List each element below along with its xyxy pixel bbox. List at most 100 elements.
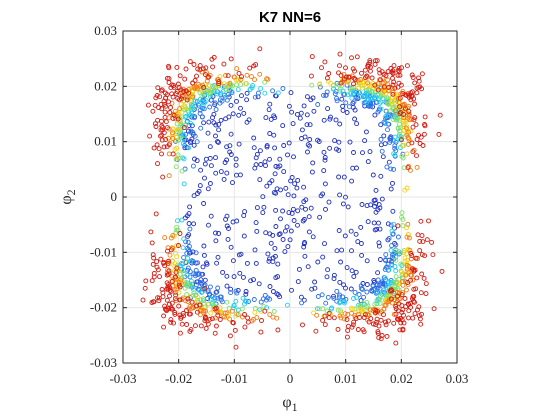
data-point (180, 310, 186, 316)
data-point (378, 93, 384, 99)
data-point (376, 243, 382, 249)
data-point (192, 133, 198, 139)
data-point (228, 152, 234, 157)
data-point (182, 76, 188, 82)
data-point (291, 218, 297, 223)
data-point (195, 260, 201, 266)
data-point (197, 86, 203, 92)
data-point (321, 168, 327, 174)
data-point (170, 130, 175, 136)
data-point (251, 145, 257, 151)
data-point (286, 103, 292, 109)
data-point (277, 163, 283, 169)
data-point (295, 208, 301, 214)
data-point (156, 146, 162, 152)
data-point (257, 71, 263, 77)
data-point (341, 76, 347, 82)
data-point (393, 254, 399, 260)
data-point (407, 247, 413, 253)
data-point (301, 244, 307, 250)
data-point (378, 293, 383, 299)
data-point (183, 122, 188, 128)
data-point (216, 127, 222, 133)
data-point (284, 224, 290, 230)
data-point (172, 250, 178, 256)
data-point (321, 117, 327, 123)
data-point (181, 156, 187, 162)
data-point (390, 82, 396, 88)
data-point (341, 300, 347, 306)
data-point (258, 162, 264, 167)
data-point (195, 297, 201, 303)
data-point (198, 167, 204, 173)
data-point (282, 249, 288, 255)
data-point (410, 296, 415, 302)
data-point (156, 105, 162, 111)
data-point (357, 315, 362, 320)
data-point (221, 176, 227, 182)
data-point (184, 322, 190, 327)
data-point (231, 274, 237, 280)
data-point (336, 139, 342, 145)
data-point (260, 296, 266, 302)
data-point (358, 77, 364, 82)
data-point (213, 170, 219, 176)
data-point (171, 83, 176, 88)
data-point (280, 123, 286, 129)
data-point (356, 292, 362, 297)
data-point (263, 230, 269, 236)
data-point (406, 302, 412, 307)
data-point (164, 75, 170, 81)
data-point (331, 272, 337, 278)
data-point (272, 245, 278, 251)
data-point (419, 252, 425, 258)
data-point (186, 247, 192, 253)
data-point (252, 247, 258, 253)
data-point (164, 272, 170, 278)
data-point (215, 312, 221, 318)
data-point (197, 107, 203, 113)
data-point (193, 250, 199, 256)
data-point (368, 96, 374, 102)
data-point (196, 287, 202, 293)
data-point (359, 252, 365, 258)
data-point (399, 134, 405, 140)
data-point (179, 105, 185, 111)
data-point (379, 279, 385, 285)
data-point (273, 93, 278, 99)
data-point (399, 269, 405, 275)
data-point (335, 326, 341, 332)
data-point (439, 268, 445, 274)
data-point (308, 205, 314, 211)
data-point (173, 138, 179, 144)
data-point (222, 160, 228, 165)
data-point (321, 149, 327, 155)
data-point (412, 311, 418, 317)
data-point (264, 183, 270, 189)
x-tick-label: 0.02 (390, 371, 413, 386)
data-point (424, 237, 430, 243)
data-point (412, 267, 418, 273)
data-point (176, 290, 182, 295)
data-point (338, 72, 344, 78)
data-point (207, 284, 213, 290)
data-point (159, 123, 165, 129)
data-point (351, 84, 357, 90)
data-point (181, 271, 187, 276)
data-point (409, 140, 415, 146)
data-point (417, 141, 423, 146)
data-point (211, 54, 217, 60)
data-point (153, 124, 159, 130)
data-point (270, 259, 276, 265)
data-point (338, 308, 344, 314)
data-point (374, 58, 380, 64)
data-point (386, 159, 392, 165)
data-point (397, 327, 403, 333)
data-point (354, 294, 360, 300)
data-point (300, 322, 305, 328)
data-point (395, 67, 401, 73)
data-point (165, 245, 171, 251)
data-point (228, 102, 234, 108)
data-point (176, 303, 182, 309)
data-point (310, 95, 316, 101)
